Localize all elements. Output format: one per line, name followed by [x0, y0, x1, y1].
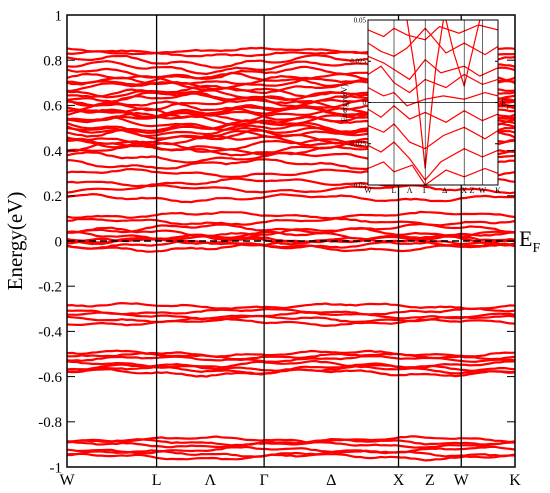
inset-fermi-label: EF [501, 98, 511, 111]
band-line [67, 301, 515, 310]
band-line [67, 210, 515, 220]
x-tick-label: Z [425, 472, 435, 489]
y-tick-label: 0 [55, 234, 63, 250]
y-tick-label: -1 [50, 460, 63, 476]
band-line [67, 362, 515, 372]
x-tick-label: W [454, 472, 470, 489]
x-tick-label: L [152, 472, 162, 489]
band-line [67, 359, 515, 370]
x-tick-label: Γ [259, 472, 268, 489]
y-tick-label: -0.4 [38, 325, 62, 341]
x-tick-label: Δ [326, 472, 336, 489]
x-tick-label: Δ [442, 186, 447, 195]
x-tick-label: W [479, 186, 487, 195]
main-fermi-label: EF [519, 226, 540, 256]
x-tick-label: W [364, 186, 372, 195]
y-tick-label: 0.2 [43, 189, 62, 205]
y-tick-label: 1 [55, 8, 63, 24]
band-line [67, 310, 515, 321]
x-tick-label: L [392, 186, 397, 195]
band-line [67, 445, 515, 455]
band-line [67, 349, 515, 358]
y-tick-label: -0.8 [38, 415, 62, 431]
band-line [67, 242, 515, 253]
y-tick-label: 0.6 [43, 99, 62, 115]
band-line [67, 230, 515, 243]
x-tick-label: X [393, 472, 405, 489]
band-line [67, 440, 515, 449]
band-line [67, 192, 515, 204]
y-tick-label: -0.6 [38, 370, 62, 386]
x-tick-label: Z [470, 186, 475, 195]
y-tick-label: -0.2 [38, 279, 62, 295]
y-tick-label: 0 [363, 99, 367, 107]
band-line [67, 217, 515, 227]
band-line [67, 307, 515, 316]
x-tick-label: Γ [423, 186, 428, 195]
x-tick-label: X [461, 186, 467, 195]
x-tick-label: W [59, 472, 75, 489]
y-tick-label: -0.025 [348, 140, 367, 148]
y-tick-label: -0.05 [351, 181, 366, 189]
band-line [67, 222, 515, 235]
y-tick-label: 0.4 [43, 144, 62, 160]
band-line [67, 449, 515, 458]
x-tick-label: K [509, 472, 521, 489]
inset-y-axis: -0.05 -0.025 0 0.025 0.05 [348, 16, 498, 189]
x-tick-label: Λ [205, 472, 217, 489]
band-line [67, 184, 515, 195]
x-tick-label: K [495, 186, 501, 195]
y-tick-label: 0.05 [354, 16, 367, 24]
band-line [67, 435, 515, 444]
band-line [67, 452, 515, 462]
main-y-axis-label: Energy(eV) [3, 192, 27, 291]
y-tick-label: 0.025 [350, 58, 366, 66]
main-y-axis: -1 -0.8 -0.6 -0.4 -0.2 0 0.2 0.4 0.6 0.8 1 [38, 8, 515, 476]
inset-y-axis-label: Energy(eV) [340, 84, 349, 122]
band-line [67, 317, 515, 328]
y-tick-label: 0.8 [43, 53, 62, 69]
x-tick-label: Λ [407, 186, 413, 195]
band-line [368, 161, 498, 185]
band-line [67, 239, 515, 250]
